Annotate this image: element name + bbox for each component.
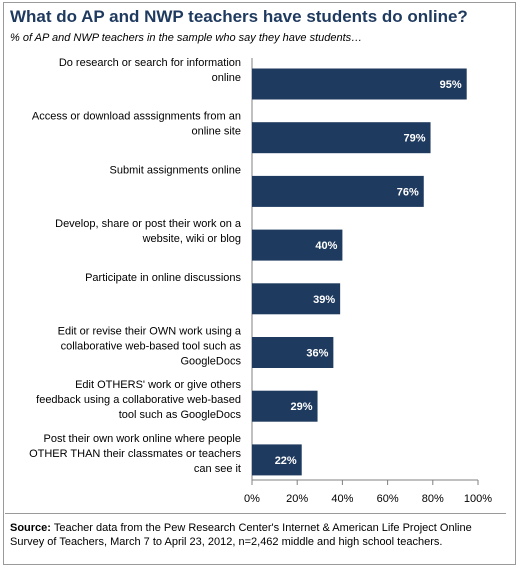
category-label: OTHER THAN their classmates or teachers xyxy=(29,448,241,460)
chart-title: What do AP and NWP teachers have student… xyxy=(10,7,468,26)
bar xyxy=(252,122,431,154)
bar-value-label: 29% xyxy=(291,401,313,413)
category-label: tool such as GoogleDocs xyxy=(119,409,242,421)
category-label: Edit or revise their OWN work using a xyxy=(58,326,242,338)
category-label: Do research or search for information xyxy=(59,57,241,69)
x-tick-label: 60% xyxy=(377,493,399,505)
category-label: Develop, share or post their work on a xyxy=(55,218,242,230)
bar-value-label: 36% xyxy=(306,348,328,360)
x-tick-label: 100% xyxy=(464,493,492,505)
category-label: can see it xyxy=(194,463,241,475)
source-label: Source: xyxy=(10,522,51,534)
bar xyxy=(252,337,334,368)
chart-subtitle: % of AP and NWP teachers in the sample w… xyxy=(10,32,363,44)
bar-value-label: 22% xyxy=(275,455,297,467)
category-label: collaborative web-based tool such as xyxy=(61,341,242,353)
category-label: Participate in online discussions xyxy=(85,272,241,284)
category-label: Edit OTHERS' work or give others xyxy=(75,379,241,391)
category-label: Post their own work online where people xyxy=(43,433,241,445)
bar xyxy=(252,229,343,261)
category-label: online xyxy=(212,72,241,84)
bar xyxy=(252,444,302,476)
bar-value-label: 95% xyxy=(440,79,462,91)
bar xyxy=(252,283,341,315)
bar-value-label: 76% xyxy=(397,186,419,198)
bar xyxy=(252,390,318,422)
x-tick-label: 0% xyxy=(244,493,260,505)
category-label: Access or download asssignments from an xyxy=(32,111,241,123)
category-label: feedback using a collaborative web-based xyxy=(36,394,241,406)
source-text: Teacher data from the Pew Research Cente… xyxy=(10,522,472,548)
category-label: GoogleDocs xyxy=(180,356,241,368)
bar xyxy=(252,175,424,207)
bar-value-label: 40% xyxy=(315,240,337,252)
x-tick-label: 40% xyxy=(331,493,353,505)
category-label: Submit assignments online xyxy=(110,164,241,176)
bar-value-label: 39% xyxy=(313,294,335,306)
bar xyxy=(252,68,467,100)
bar-value-label: 79% xyxy=(404,133,426,145)
category-label: website, wiki or blog xyxy=(142,233,241,245)
x-tick-label: 80% xyxy=(422,493,444,505)
source-note: Source: Teacher data from the Pew Resear… xyxy=(10,521,508,549)
footer-divider xyxy=(5,513,506,514)
category-label: online site xyxy=(191,126,241,138)
x-tick-label: 20% xyxy=(286,493,308,505)
